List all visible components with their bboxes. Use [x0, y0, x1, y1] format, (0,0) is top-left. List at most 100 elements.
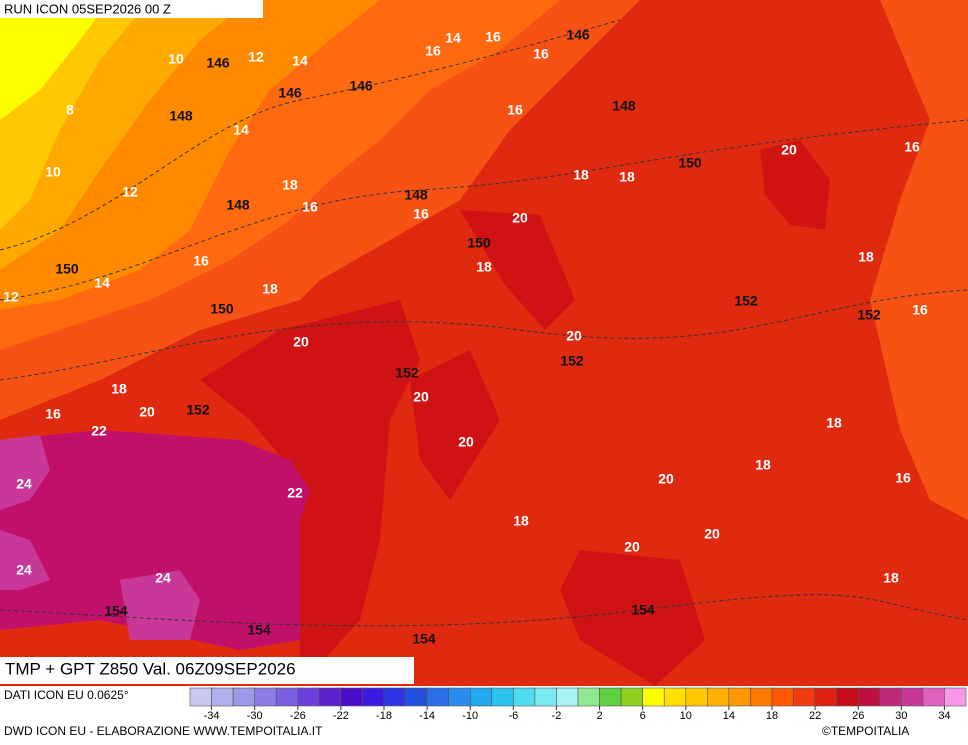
copyright: ©TEMPOITALIA: [822, 724, 909, 738]
temperature-label: 18: [573, 167, 589, 183]
colorbar-tick-label: -10: [462, 710, 478, 722]
geopotential-label: 154: [247, 622, 271, 638]
colorbar-tick-label: -6: [508, 710, 518, 722]
colorbar-tick-label: -2: [552, 710, 562, 722]
temperature-label: 18: [513, 513, 529, 529]
colorbar-swatch: [599, 687, 622, 707]
colorbar-swatch: [189, 687, 212, 707]
colorbar-swatch: [707, 687, 730, 707]
colorbar-swatch: [362, 687, 385, 707]
colorbar-tick-label: 2: [596, 710, 602, 722]
geopotential-label: 152: [734, 293, 758, 309]
temperature-label: 20: [704, 526, 720, 542]
geopotential-label: 150: [55, 261, 79, 277]
colorbar-tick-label: 30: [895, 710, 907, 722]
temperature-label: 14: [233, 122, 249, 138]
temperature-label: 22: [287, 485, 303, 501]
colorbar-swatch: [879, 687, 902, 707]
colorbar-tick-label: 34: [938, 710, 950, 722]
colorbar-swatch: [577, 687, 600, 707]
geopotential-label: 150: [467, 235, 491, 251]
temperature-label: 20: [781, 142, 797, 158]
geopotential-label: 146: [566, 27, 590, 43]
temperature-label: 14: [292, 53, 308, 69]
temperature-label: 12: [3, 289, 19, 305]
temp-zone: [410, 350, 500, 500]
geopotential-label: 152: [395, 365, 419, 381]
colorbar-tick-label: 6: [640, 710, 646, 722]
temp-zone: [0, 435, 50, 510]
geopotential-label: 146: [206, 55, 230, 71]
temperature-label: 12: [248, 49, 264, 65]
temp-zone: [120, 570, 200, 640]
colorbar-tick-label: -34: [204, 710, 220, 722]
geopotential-label: 148: [404, 187, 428, 203]
temperature-label: 16: [485, 29, 501, 45]
geopotential-label: 148: [169, 108, 193, 124]
colorbar-swatch: [620, 687, 643, 707]
temperature-label: 16: [895, 470, 911, 486]
colorbar-swatch: [901, 687, 924, 707]
run-label: RUN ICON 05SEP2026 00 Z: [4, 1, 171, 16]
temperature-label: 22: [91, 423, 107, 439]
colorbar-swatch: [275, 687, 299, 707]
temperature-label: 18: [883, 570, 899, 586]
temperature-label: 16: [45, 406, 61, 422]
colorbar-swatch: [556, 687, 579, 707]
temp-zone: [460, 210, 575, 330]
colorbar-tick-label: 22: [809, 710, 821, 722]
temperature-label: 12: [122, 184, 138, 200]
colorbar-swatch: [340, 687, 363, 707]
temperature-label: 20: [512, 210, 528, 226]
isohypses: [0, 19, 968, 627]
temperature-label: 16: [507, 102, 523, 118]
colorbar-tick-label: -22: [333, 710, 349, 722]
geopotential-label: 154: [104, 603, 128, 619]
temperature-label: 14: [445, 30, 461, 46]
colorbar-tick-label: 26: [852, 710, 864, 722]
temp-zone: [0, 0, 110, 120]
colorbar-swatch: [771, 687, 794, 707]
temperature-label: 16: [533, 46, 549, 62]
colorbar-swatch: [944, 687, 967, 707]
colorbar-swatch: [728, 687, 751, 707]
temperature-label: 24: [155, 570, 171, 586]
temperature-label: 18: [858, 249, 874, 265]
temperature-label: 20: [139, 404, 155, 420]
temperature-label: 14: [94, 275, 110, 291]
title-box: [0, 657, 414, 684]
temp-zone: [0, 530, 50, 590]
colorbar-swatch: [448, 687, 471, 707]
colorbar-swatch: [793, 687, 816, 707]
temperature-label: 20: [413, 389, 429, 405]
geopotential-label: 146: [349, 78, 373, 94]
colorbar-swatch: [642, 687, 665, 707]
credit: DWD ICON EU - ELABORAZIONE WWW.TEMPOITAL…: [4, 724, 323, 738]
temperature-label: 18: [282, 177, 298, 193]
temperature-label: 20: [658, 471, 674, 487]
temperature-label: 8: [66, 102, 74, 118]
temp-zone: [200, 300, 420, 686]
geopotential-label: 150: [210, 301, 234, 317]
header-box: [0, 0, 263, 18]
geopotential-label: 150: [678, 155, 702, 171]
colorbar-swatch: [513, 687, 536, 707]
colorbar-swatch: [836, 687, 859, 707]
temperature-label: 18: [619, 169, 635, 185]
colorbar-swatch: [297, 687, 320, 707]
colorbar-swatch: [685, 687, 708, 707]
temperature-label: 16: [302, 199, 318, 215]
colorbar-tick-label: 10: [680, 710, 692, 722]
colorbar-swatch: [469, 687, 493, 707]
geopotential-label: 152: [560, 353, 584, 369]
temperature-label: 18: [476, 259, 492, 275]
geopotential-label: 146: [278, 85, 302, 101]
temperature-label: 10: [45, 164, 61, 180]
data-source: DATI ICON EU 0.0625°: [4, 688, 129, 702]
geopotential-label: 152: [186, 402, 210, 418]
temperature-label: 16: [904, 139, 920, 155]
temperature-label: 18: [826, 415, 842, 431]
colorbar-tick-label: 18: [766, 710, 778, 722]
temperature-label: 20: [624, 539, 640, 555]
colorbar-swatch: [922, 687, 945, 707]
